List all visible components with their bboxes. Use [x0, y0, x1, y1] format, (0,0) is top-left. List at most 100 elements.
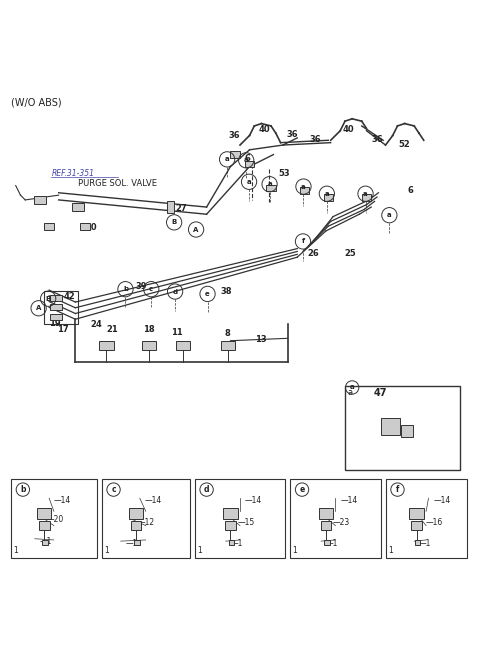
Bar: [11, 479, 97, 558]
Text: —23: —23: [333, 518, 350, 527]
Text: 36: 36: [310, 135, 321, 144]
Bar: [381, 418, 400, 435]
Text: f: f: [396, 485, 399, 494]
Text: f: f: [301, 238, 304, 244]
Text: 1: 1: [104, 546, 109, 555]
Bar: [34, 196, 46, 203]
Text: 13: 13: [255, 335, 266, 344]
Text: 24: 24: [90, 321, 102, 329]
Text: 19: 19: [49, 319, 61, 327]
Text: c: c: [149, 286, 153, 292]
Bar: [245, 161, 254, 167]
Text: PURGE SOL. VALVE: PURGE SOL. VALVE: [78, 179, 157, 188]
Text: A: A: [193, 227, 199, 233]
Bar: [266, 185, 276, 191]
Text: 11: 11: [171, 328, 183, 337]
Bar: [324, 540, 330, 545]
Bar: [167, 201, 174, 213]
Bar: [221, 341, 235, 351]
Bar: [72, 203, 84, 211]
Text: 6: 6: [245, 154, 251, 163]
Text: 21: 21: [107, 325, 119, 334]
Bar: [319, 509, 333, 519]
Bar: [228, 540, 234, 545]
Bar: [99, 341, 114, 351]
Text: 27: 27: [175, 204, 187, 213]
Bar: [44, 223, 54, 230]
Text: —12: —12: [137, 518, 155, 527]
Bar: [176, 341, 190, 351]
Text: A: A: [36, 305, 41, 311]
Text: —14: —14: [433, 496, 451, 505]
Text: 52: 52: [399, 140, 410, 149]
Text: a: a: [324, 191, 329, 197]
Text: a: a: [225, 156, 229, 163]
Bar: [195, 479, 285, 558]
Bar: [321, 522, 331, 530]
Text: b: b: [20, 485, 25, 494]
Bar: [37, 509, 51, 519]
Text: 40: 40: [259, 125, 270, 133]
Bar: [80, 223, 90, 230]
Bar: [129, 509, 144, 519]
Bar: [142, 341, 156, 351]
Text: —14: —14: [54, 496, 71, 505]
Text: —16: —16: [426, 518, 444, 527]
Bar: [102, 479, 190, 558]
Bar: [300, 187, 309, 194]
Text: e: e: [205, 291, 210, 297]
Bar: [50, 314, 62, 319]
Text: 8: 8: [224, 329, 230, 338]
Bar: [411, 522, 422, 530]
Text: 10: 10: [85, 223, 96, 232]
Text: 26: 26: [307, 249, 319, 259]
Text: a: a: [348, 388, 352, 397]
Bar: [345, 386, 459, 470]
Text: 25: 25: [344, 249, 356, 259]
Text: 1: 1: [197, 546, 202, 555]
Text: 38: 38: [221, 287, 232, 296]
Text: b: b: [123, 286, 128, 292]
Text: 40: 40: [343, 125, 355, 133]
Bar: [39, 522, 49, 530]
Bar: [409, 509, 424, 519]
Text: a: a: [301, 183, 306, 190]
Text: —1: —1: [125, 539, 138, 548]
Bar: [223, 509, 238, 519]
Text: —20: —20: [47, 515, 64, 524]
Text: REF.31-351: REF.31-351: [51, 169, 95, 178]
Text: B: B: [171, 220, 177, 226]
Text: 39: 39: [135, 283, 147, 292]
Text: 53: 53: [278, 169, 290, 178]
Bar: [385, 479, 467, 558]
Text: B: B: [46, 295, 51, 302]
Text: 1: 1: [13, 546, 18, 555]
Text: 47: 47: [373, 388, 387, 399]
Text: —14: —14: [144, 496, 162, 505]
Bar: [134, 540, 140, 545]
Text: a: a: [267, 181, 272, 187]
Text: —14: —14: [245, 496, 262, 505]
Bar: [362, 194, 371, 201]
Bar: [324, 194, 333, 201]
Text: —1: —1: [419, 539, 432, 548]
Text: 36: 36: [287, 130, 298, 139]
Text: 36: 36: [372, 135, 383, 144]
Text: d: d: [204, 485, 209, 494]
Text: a: a: [244, 157, 249, 163]
Bar: [230, 151, 240, 158]
Text: (W/O ABS): (W/O ABS): [11, 97, 61, 107]
Text: —15: —15: [238, 518, 255, 527]
Bar: [50, 295, 62, 301]
Bar: [42, 540, 48, 545]
Text: c: c: [111, 485, 116, 494]
Text: 1: 1: [388, 546, 393, 555]
Bar: [131, 522, 142, 530]
Text: 4: 4: [46, 223, 52, 232]
Text: 42: 42: [64, 292, 75, 301]
Bar: [44, 290, 78, 324]
Text: d: d: [172, 288, 178, 295]
Text: —1: —1: [39, 537, 52, 546]
Bar: [290, 479, 381, 558]
Bar: [225, 522, 236, 530]
